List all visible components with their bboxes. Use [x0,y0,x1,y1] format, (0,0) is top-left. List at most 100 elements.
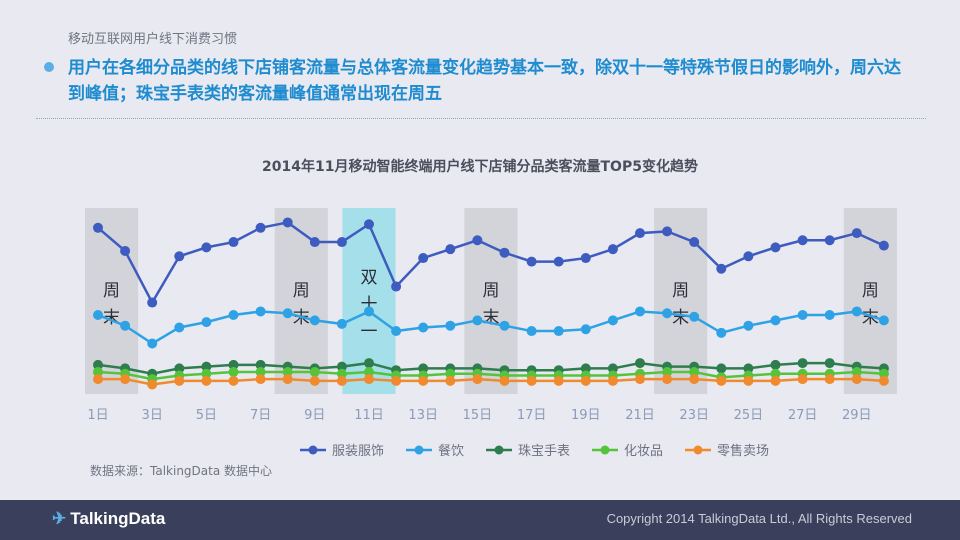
data-point [851,306,862,317]
data-point [770,242,781,253]
data-point [851,366,862,377]
data-point [174,375,185,386]
data-point [336,375,347,386]
band-label: 末 [862,308,879,328]
band-label: 一 [361,322,378,342]
logo-icon: ✈ [52,509,67,528]
data-point [743,251,754,262]
data-point [499,320,510,331]
data-point [824,310,835,321]
data-point [716,375,727,386]
data-point [770,375,781,386]
data-point [445,375,456,386]
data-point [770,359,781,370]
data-point [662,374,673,385]
data-point [716,263,727,274]
data-point [635,228,645,239]
highlight-band [654,208,708,394]
data-point [743,375,754,386]
data-point [255,222,266,233]
data-point [364,374,374,385]
data-point [797,374,808,385]
data-point [147,379,158,390]
data-point [255,374,266,385]
legend-marker [600,445,610,455]
data-point [174,363,185,374]
data-point [336,237,347,248]
data-source: 数据来源：TalkingData 数据中心 [90,464,273,478]
data-point [336,368,347,379]
legend-marker [693,445,703,455]
data-point [851,374,862,385]
data-point [580,375,591,386]
x-tick-label: 27日 [788,408,818,423]
data-point [228,310,239,321]
data-point [364,366,374,377]
data-point [282,374,293,385]
data-point [689,237,700,248]
data-point [607,375,618,386]
data-point [824,374,835,385]
legend-label: 零售卖场 [717,443,769,459]
data-point [255,306,266,317]
data-point [526,326,537,337]
data-point [607,244,618,255]
data-point [797,358,808,369]
legend-marker [308,445,318,455]
data-point [147,297,158,308]
x-tick-label: 15日 [463,408,493,423]
data-point [553,256,564,267]
data-point [364,306,374,317]
data-point [228,375,239,386]
band-label: 双 [361,268,378,288]
data-point [635,358,645,369]
copyright-text: Copyright 2014 TalkingData Ltd., All Rig… [606,511,912,526]
data-point [445,244,456,255]
data-point [580,324,591,335]
x-tick-label: 7日 [250,408,271,423]
x-tick-label: 21日 [625,408,655,423]
band-label: 周 [862,281,879,301]
data-point [228,237,239,248]
data-point [364,358,374,369]
data-point [743,363,754,374]
data-point [770,315,781,326]
data-point [282,366,293,377]
data-point [851,228,862,239]
data-point [472,374,483,385]
band-label: 末 [672,308,689,328]
data-point [716,327,727,338]
data-point [553,326,564,337]
data-point [201,361,212,372]
legend-label: 珠宝手表 [518,444,570,459]
section-title: 移动互联网用户线下消费习惯 [68,32,238,47]
data-point [93,359,103,370]
x-tick-label: 1日 [87,408,108,423]
legend-label: 服装服饰 [332,444,384,459]
data-point [445,320,456,331]
data-point [228,366,239,377]
data-point [689,311,700,322]
band-label: 周 [482,281,499,301]
data-point [635,306,645,317]
data-point [174,322,185,333]
highlight-band [464,208,518,394]
data-point [418,322,429,333]
data-point [93,366,103,377]
data-point [282,217,293,228]
x-tick-label: 25日 [734,408,764,423]
data-point [716,363,727,374]
legend-label: 化妆品 [624,444,663,459]
data-point [472,315,483,326]
data-point [553,375,564,386]
band-label: 周 [293,281,310,301]
data-point [499,375,510,386]
x-tick-label: 19日 [571,408,601,423]
data-point [201,242,212,253]
data-point [174,251,185,262]
data-point [526,256,537,267]
data-point [878,375,889,386]
data-point [607,315,618,326]
data-point [228,359,239,370]
